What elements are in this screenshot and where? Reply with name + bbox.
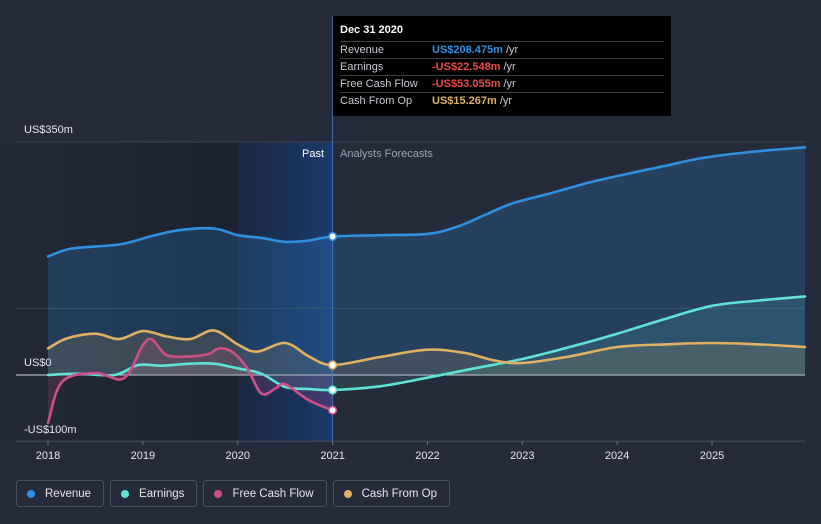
legend-label: Earnings [139,487,185,500]
x-tick-label: 2024 [605,450,629,462]
tooltip-value: US$15.267m [432,95,497,107]
cash-from-op-area [48,330,805,375]
tooltip-value: US$208.475m [432,44,503,56]
tooltip-date: Dec 31 2020 [340,24,403,36]
y-tick-label-top: US$350m [24,124,73,136]
legend-item-free-cash-flow[interactable]: Free Cash Flow [203,480,327,507]
y-tick-label-bottom: -US$100m [24,424,77,436]
tooltip-row-earnings: Earnings -US$22.548m /yr [340,58,664,75]
tooltip-row-free-cash-flow: Free Cash Flow -US$53.055m /yr [340,75,664,92]
free-cash-flow-dot-icon [214,489,223,498]
x-tick-label: 2019 [131,450,155,462]
legend-label: Revenue [45,487,92,500]
past-label: Past [302,148,324,160]
tooltip-unit: /yr [503,78,516,90]
tooltip-label: Earnings [340,61,384,73]
tooltip-value: -US$53.055m [432,78,501,90]
earnings-dot-icon [121,489,130,498]
past-highlight [237,142,333,441]
tooltip-row-cash-from-op: Cash From Op US$15.267m /yr [340,92,664,109]
earnings-area [48,296,805,391]
tooltip-value: -US$22.548m [432,61,501,73]
earnings-line [46,295,807,392]
data-tooltip: Dec 31 2020 Revenue US$208.475m /yr Earn… [333,16,671,116]
legend-item-cash-from-op[interactable]: Cash From Op [332,480,451,507]
legend-label: Cash From Op [361,487,438,500]
free-cash-flow-marker [327,405,338,415]
x-tick-label: 2021 [320,450,344,462]
chart-legend: Revenue Earnings Free Cash Flow Cash Fro… [16,480,451,507]
tooltip-unit: /yr [499,95,513,107]
cash-from-op-line [46,329,807,367]
x-tick-label: 2025 [700,450,724,462]
cash-from-op-marker [327,360,338,370]
earnings-marker [327,385,338,395]
tooltip-unit: /yr [503,61,516,73]
x-tick-label: 2018 [36,450,60,462]
revenue-marker [327,231,338,242]
revenue-area [48,147,805,375]
free-cash-flow-line [46,337,334,425]
revenue-line [46,146,807,258]
tooltip-label: Free Cash Flow [340,78,418,90]
x-tick-label: 2023 [510,450,534,462]
legend-item-revenue[interactable]: Revenue [16,480,105,507]
tooltip-row-revenue: Revenue US$208.475m /yr [340,41,664,58]
revenue-dot-icon [27,489,35,498]
legend-item-earnings[interactable]: Earnings [110,480,198,507]
forecast-label: Analysts Forecasts [340,148,433,160]
x-tick-label: 2022 [415,450,439,462]
y-tick-label-zero: US$0 [24,357,52,369]
cash-from-op-dot-icon [343,489,352,498]
x-tick-label: 2020 [225,450,249,462]
tooltip-label: Revenue [340,44,385,56]
tooltip-unit: /yr [505,44,519,56]
legend-label: Free Cash Flow [232,487,314,500]
tooltip-label: Cash From Op [340,95,413,107]
